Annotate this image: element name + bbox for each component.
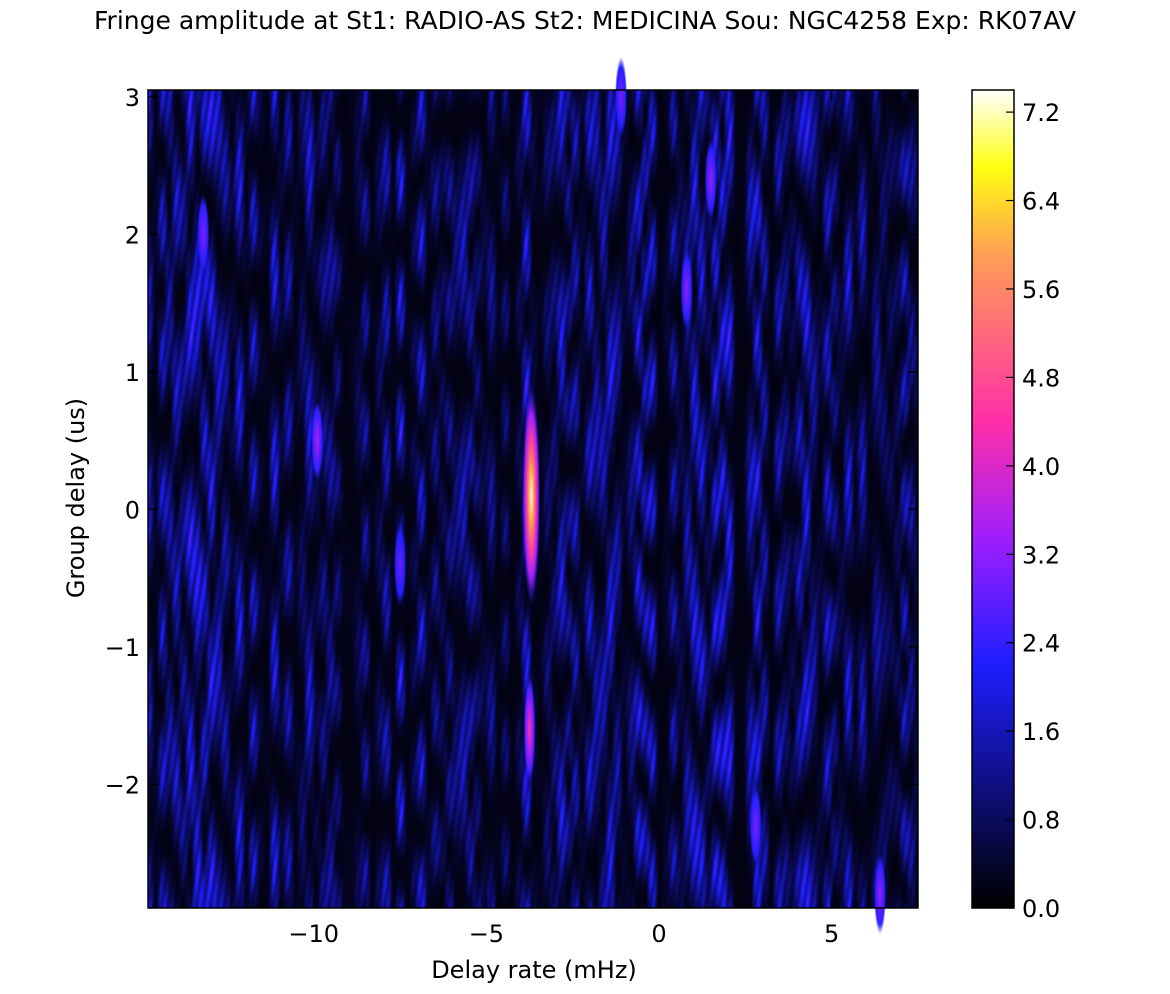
x-tick-label: 5	[824, 920, 839, 948]
y-tick-label: 1	[125, 359, 140, 387]
peak-mark	[197, 194, 210, 275]
colorbar-tick-label: 1.6	[1022, 718, 1060, 746]
x-axis-label: Delay rate (mHz)	[431, 956, 637, 984]
y-tick-label: 0	[125, 496, 140, 524]
peak-mark	[523, 674, 536, 785]
peak-mark	[394, 524, 407, 605]
y-tick-label: −2	[105, 771, 140, 799]
y-axis-label: Group delay (us)	[62, 398, 90, 598]
colorbar-tick-label: 4.0	[1022, 453, 1060, 481]
peak-mark	[704, 139, 717, 220]
x-tick-label: −5	[469, 920, 504, 948]
colorbar-tick-label: 0.8	[1022, 807, 1060, 835]
peak-mark	[680, 249, 693, 330]
y-tick-label: −1	[105, 634, 140, 662]
y-tick-label: 3	[125, 84, 140, 112]
peak-mark	[749, 785, 762, 866]
colorbar-tick-label: 2.4	[1022, 630, 1060, 658]
colorbar-tick-label: 7.2	[1022, 99, 1060, 127]
plot-area	[147, 56, 919, 935]
x-tick-label: 0	[651, 920, 666, 948]
peak-mark	[311, 400, 324, 481]
x-tick-label: −10	[288, 920, 339, 948]
colorbar-tick-label: 3.2	[1022, 541, 1060, 569]
peak-mark	[522, 385, 541, 606]
colorbar-tick-label: 0.0	[1022, 895, 1060, 923]
colorbar-gradient	[971, 89, 1015, 909]
peak-mark	[874, 854, 887, 935]
chart-title: Fringe amplitude at St1: RADIO-AS St2: M…	[94, 6, 1076, 35]
y-tick-label: 2	[125, 221, 140, 249]
colorbar-tick-label: 4.8	[1022, 364, 1060, 392]
colorbar-tick-label: 6.4	[1022, 188, 1060, 216]
peak-mark	[615, 56, 628, 137]
colorbar: 0.0 0.8 1.6 2.4 3.2 4.0 4.8 5.6 6.4 7.2	[971, 89, 1060, 923]
plot-frame	[147, 89, 919, 909]
x-axis: −10 −5 0 5	[288, 90, 839, 948]
y-axis: −2 −1 0 1 2 3	[105, 84, 918, 799]
colorbar-tick-label: 5.6	[1022, 276, 1060, 304]
